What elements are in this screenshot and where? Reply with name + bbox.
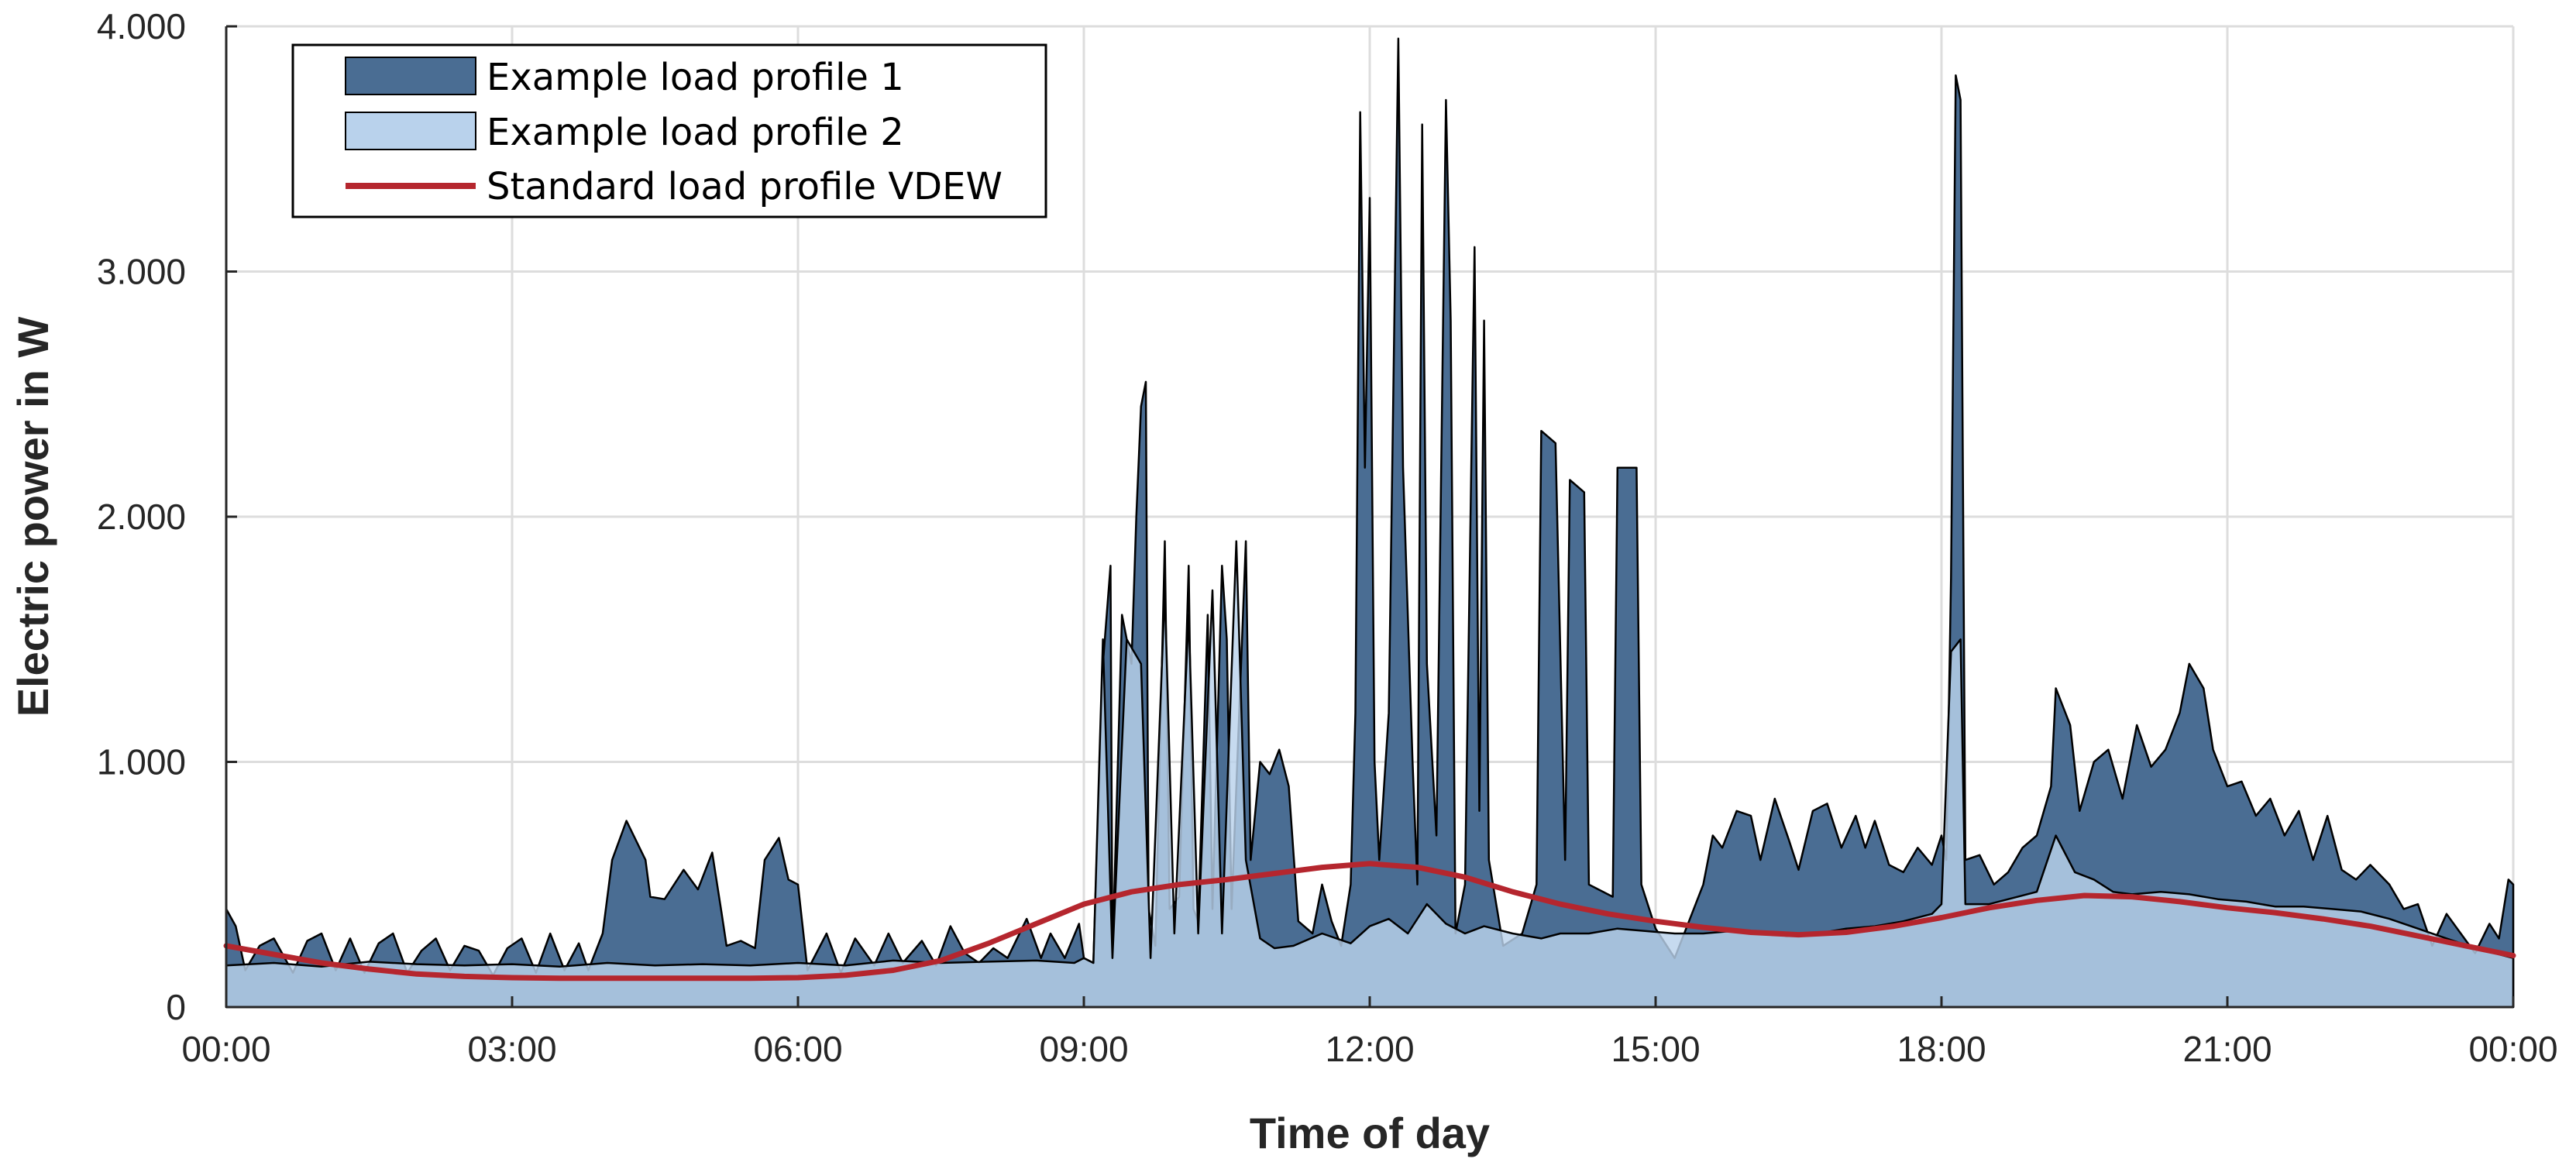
legend-label-profile-2: Example load profile 2 — [487, 111, 904, 154]
legend-swatch-profile-1 — [345, 57, 476, 95]
legend-swatch-profile-2 — [345, 112, 476, 150]
area-example-load-profile-1 — [225, 37, 2515, 1009]
x-tick-label-3: 09:00 — [1039, 1029, 1128, 1069]
x-axis-title: Time of day — [1250, 1109, 1490, 1157]
legend-label-profile-1: Example load profile 1 — [487, 56, 904, 99]
y-tick-label-4: 4.000 — [97, 6, 186, 46]
x-tick-label-5: 15:00 — [1611, 1029, 1700, 1069]
x-tick-label-4: 12:00 — [1325, 1029, 1414, 1069]
series-lines — [223, 861, 2516, 982]
y-tick-label-3: 3.000 — [97, 252, 186, 292]
series-areas — [225, 37, 2515, 1009]
line-standard-load-profile-vdew — [223, 861, 2516, 982]
x-tick-label-6: 18:00 — [1897, 1029, 1986, 1069]
x-tick-label-1: 03:00 — [467, 1029, 556, 1069]
y-tick-label-2: 2.000 — [97, 497, 186, 537]
x-tick-labels: 00:00 03:00 06:00 09:00 12:00 15:00 18:00 21:00… — [181, 1029, 2557, 1069]
x-tick-label-2: 06:00 — [753, 1029, 842, 1069]
legend-label-vdew: Standard load profile VDEW — [487, 165, 1003, 208]
area-example-load-profile-2 — [225, 540, 2515, 1009]
axes — [225, 25, 2515, 1009]
y-tick-label-1: 1.000 — [97, 742, 186, 782]
legend: Example load profile 1 Example load prof… — [291, 43, 1047, 218]
y-tick-labels: 0 1.000 2.000 3.000 4.000 — [97, 6, 186, 1027]
y-tick-label-0: 0 — [166, 987, 186, 1027]
x-tick-label-7: 21:00 — [2182, 1029, 2272, 1069]
x-tick-label-0: 00:00 — [181, 1029, 270, 1069]
x-tick-label-8: 00:00 — [2468, 1029, 2557, 1069]
y-axis-title: Electric power in W — [9, 317, 57, 717]
